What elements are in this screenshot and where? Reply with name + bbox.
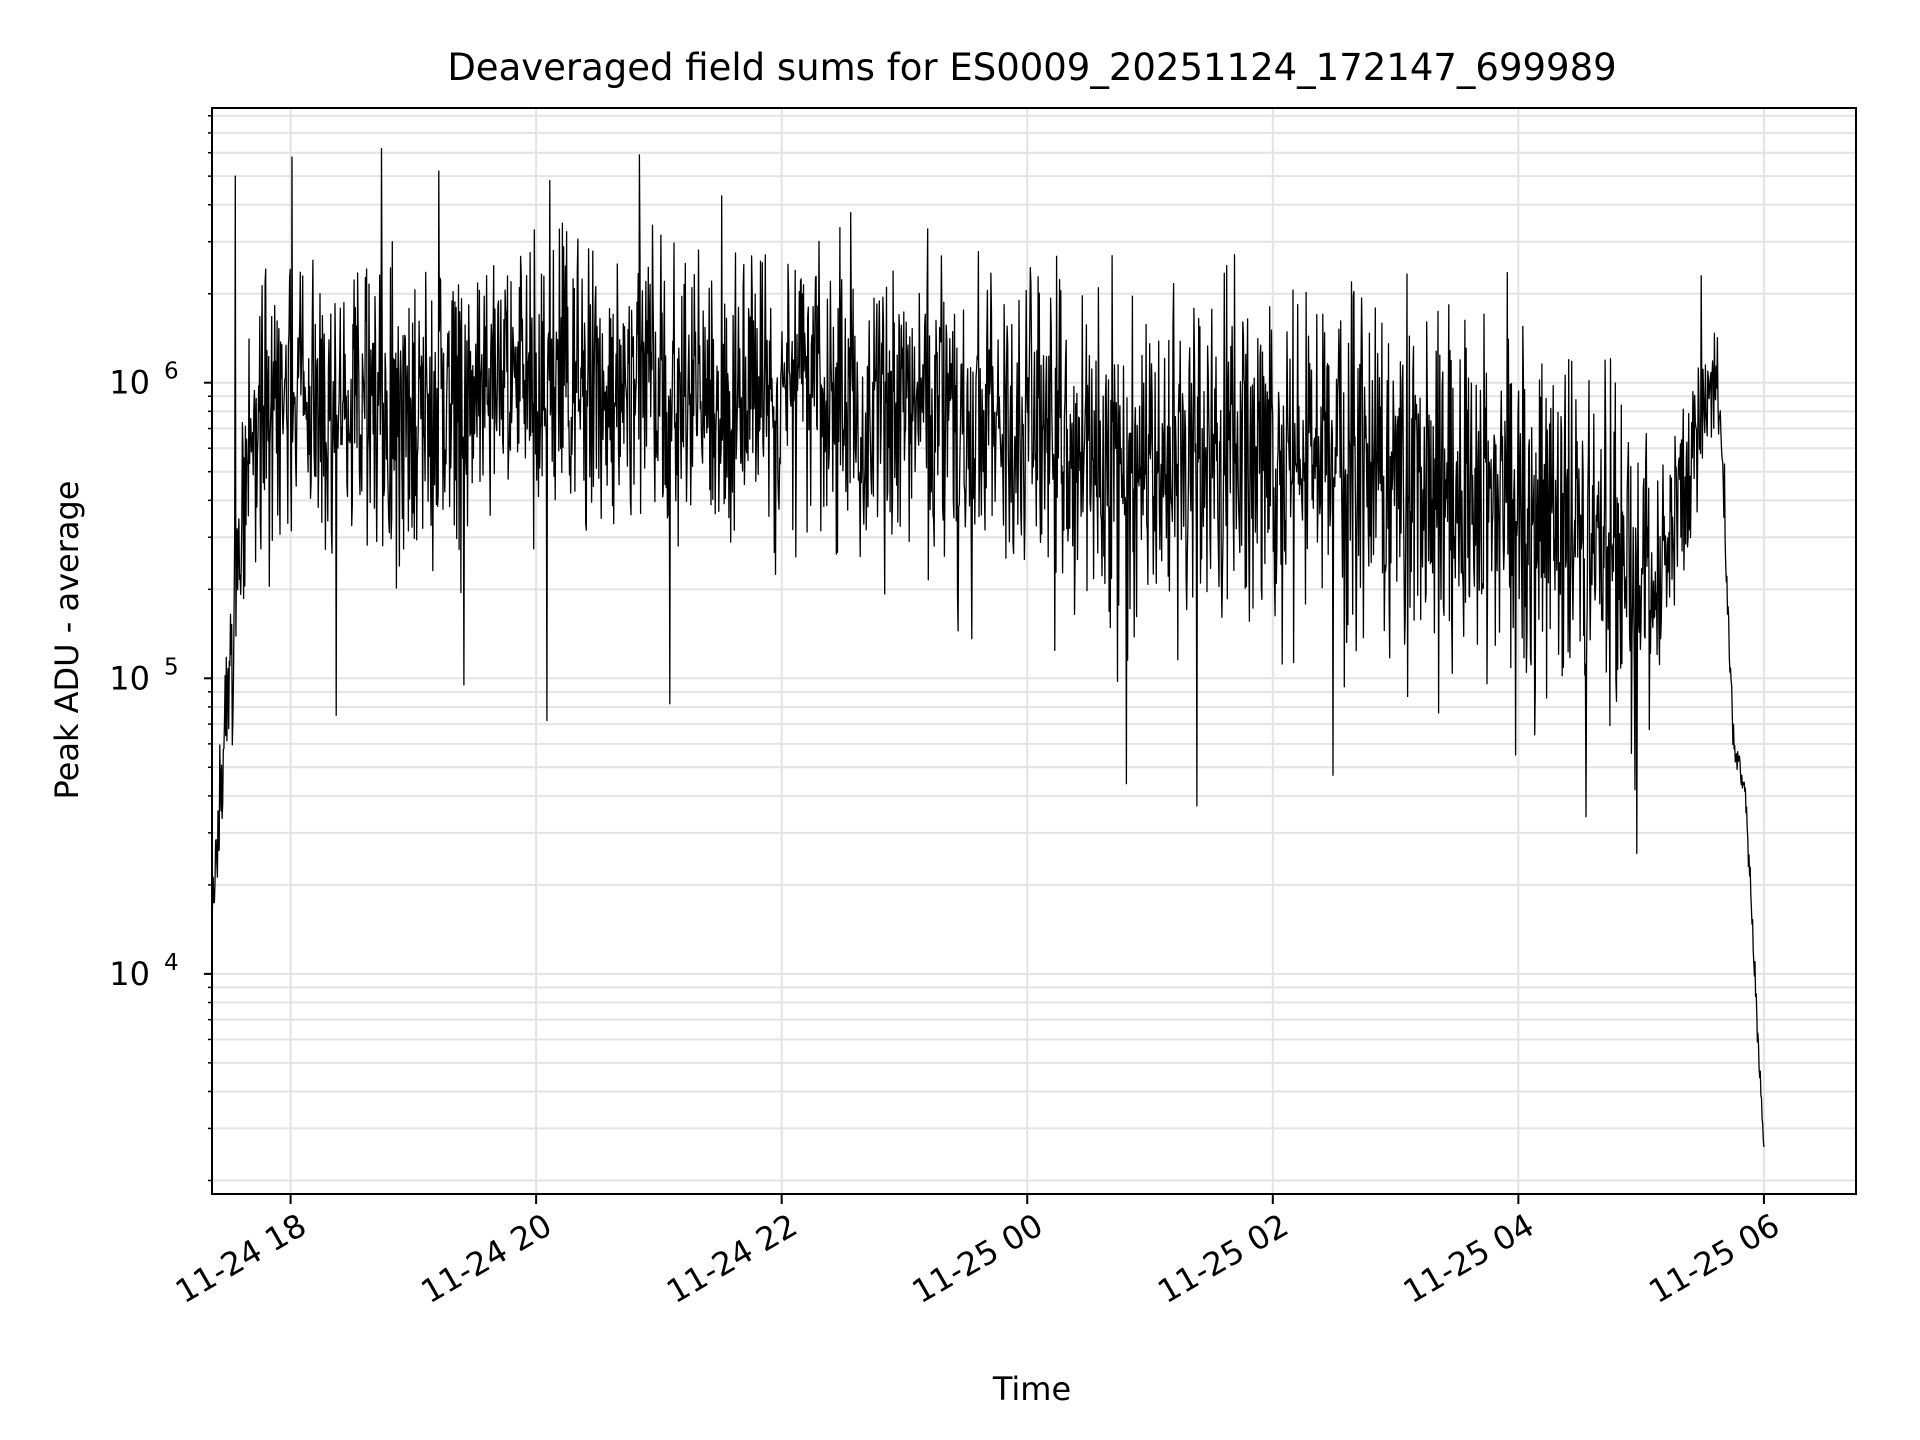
x-tick-label: 11-25 06	[1642, 1206, 1786, 1311]
x-tick-label: 11-24 18	[169, 1206, 313, 1311]
chart-title: Deaveraged field sums for ES0009_2025112…	[447, 46, 1616, 89]
x-tick-label: 11-25 02	[1151, 1206, 1295, 1311]
y-tick-exponent: 6	[164, 359, 179, 385]
y-tick-label: 10	[109, 659, 150, 697]
x-tick-label: 11-24 20	[415, 1206, 559, 1311]
series-line	[211, 147, 1765, 1148]
y-tick-exponent: 4	[164, 950, 179, 976]
data-series	[211, 147, 1765, 1148]
y-tick-label: 10	[109, 955, 150, 993]
y-tick-base: 10	[109, 659, 150, 697]
x-tick-label: 11-24 22	[660, 1206, 804, 1311]
x-tick-label: 11-25 04	[1397, 1206, 1541, 1311]
x-tick-label: 11-25 00	[906, 1206, 1050, 1311]
x-axis-label: Time	[992, 1370, 1071, 1408]
y-axis-label: Peak ADU - average	[48, 481, 86, 800]
y-tick-label: 10	[109, 364, 150, 402]
y-tick-base: 10	[109, 364, 150, 402]
y-tick-base: 10	[109, 955, 150, 993]
y-tick-exponent: 5	[164, 654, 179, 680]
plot-area-frame	[211, 107, 1857, 1195]
